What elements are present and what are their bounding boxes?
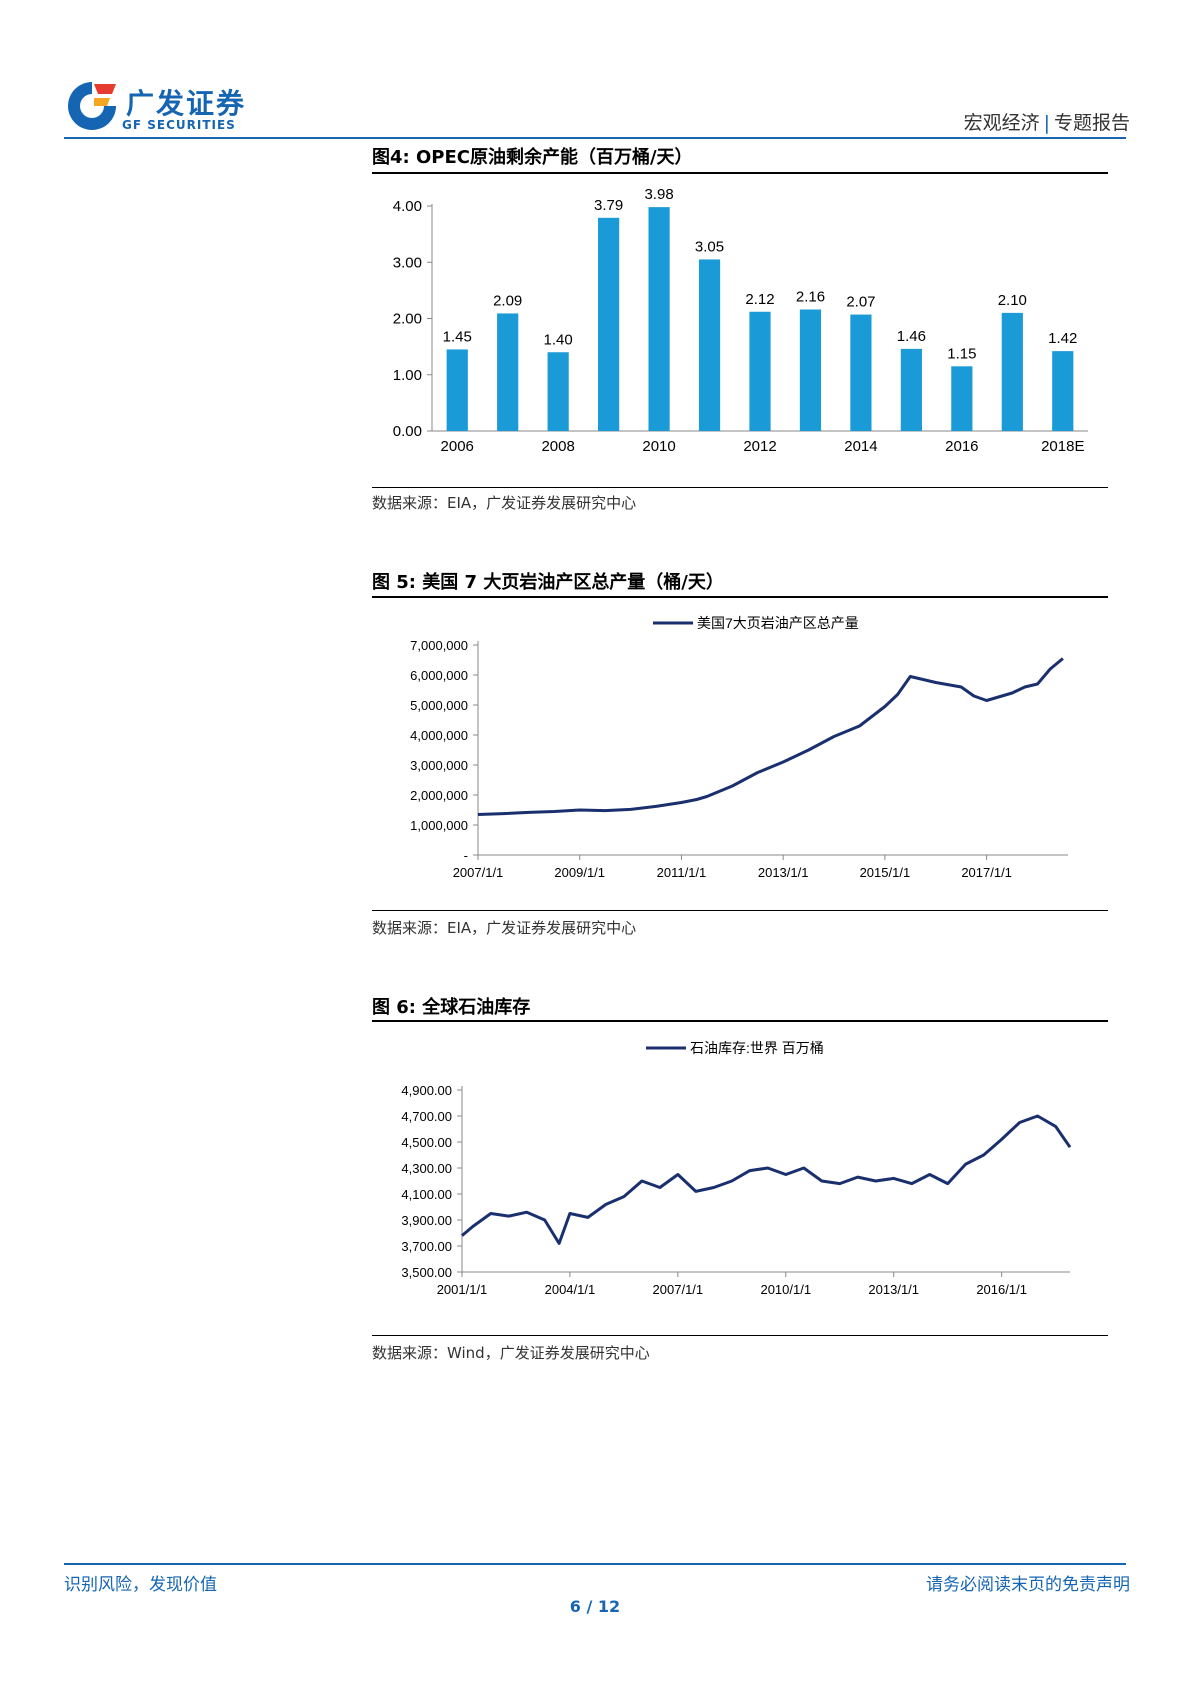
bar-data-label: 2.12 bbox=[745, 291, 774, 308]
legend: 石油库存:世界 百万桶 bbox=[646, 1040, 824, 1056]
bar bbox=[497, 313, 519, 431]
x-tick-label: 2014 bbox=[844, 438, 877, 455]
y-tick-label: 2,000,000 bbox=[410, 788, 468, 803]
bar bbox=[900, 348, 922, 431]
company-logo: 广发证券 GF SECURITIES bbox=[64, 78, 274, 138]
legend-label: 美国7大页岩油产区总产量 bbox=[697, 615, 859, 631]
x-tick-label: 2001/1/1 bbox=[437, 1282, 488, 1297]
x-tick-label: 2015/1/1 bbox=[860, 865, 911, 880]
figure-6-title: 图 6: 全球石油库存 bbox=[372, 997, 531, 1018]
bar-data-label: 2.09 bbox=[493, 292, 522, 309]
x-tick-label: 2010/1/1 bbox=[760, 1282, 811, 1297]
y-tick-label: 4.00 bbox=[393, 198, 422, 215]
y-tick-label: 2.00 bbox=[393, 311, 422, 328]
bar-data-label: 1.15 bbox=[947, 345, 976, 362]
bar-data-label: 3.98 bbox=[644, 186, 673, 203]
y-tick-label: 7,000,000 bbox=[410, 638, 468, 653]
x-tick-label: 2012 bbox=[743, 438, 776, 455]
page-number: 6 / 12 bbox=[569, 1597, 621, 1616]
bar bbox=[547, 352, 569, 431]
oil-inventory-line-chart: 3,500.00 3,700.00 3,900.00 4,100.00 4,300.00… bbox=[401, 1040, 1072, 1297]
x-tick-label: 2007/1/1 bbox=[453, 865, 504, 880]
y-tick-label: 5,000,000 bbox=[410, 698, 468, 713]
bar-data-label: 1.46 bbox=[897, 328, 926, 345]
figure-4-bottom-rule bbox=[372, 487, 1108, 488]
bar bbox=[698, 259, 721, 431]
bar-data-label: 1.40 bbox=[544, 331, 573, 348]
y-tick-label: 1.00 bbox=[393, 367, 422, 384]
y-tick-label: 4,000,000 bbox=[410, 728, 468, 743]
y-tick-label: 4,300.00 bbox=[401, 1161, 452, 1176]
bar-data-label: 3.79 bbox=[594, 197, 623, 214]
bar-data-label: 2.10 bbox=[998, 292, 1027, 309]
bar-data-label: 2.16 bbox=[796, 289, 825, 306]
figure-5-top-rule bbox=[372, 596, 1108, 598]
x-tick-label: 2016 bbox=[945, 438, 978, 455]
bar-data-label: 3.05 bbox=[695, 238, 724, 255]
bar bbox=[446, 349, 468, 431]
x-tick-label: 2004/1/1 bbox=[545, 1282, 596, 1297]
figure-5-bottom-rule bbox=[372, 910, 1108, 911]
x-tick-label: 2009/1/1 bbox=[554, 865, 605, 880]
opec-capacity-bar-chart: 0.00 1.00 2.00 3.00 4.00 1.45 2006 2.09 1.40 2008… bbox=[393, 186, 1088, 455]
x-tick-label: 2017/1/1 bbox=[961, 865, 1012, 880]
legend-label: 石油库存:世界 百万桶 bbox=[690, 1040, 824, 1056]
y-tick-label: 3.00 bbox=[393, 254, 422, 271]
footer-disclaimer-link[interactable]: 请务必阅读末页的免责声明 bbox=[926, 1575, 1130, 1595]
y-tick-label: 3,700.00 bbox=[401, 1239, 452, 1254]
figure-4-source: 数据来源：EIA，广发证券发展研究中心 bbox=[372, 494, 637, 512]
logo-chinese-name: 广发证券 bbox=[126, 87, 247, 120]
bar bbox=[648, 207, 670, 431]
shale-production-line-chart: - 1,000,000 2,000,000 3,000,000 4,000,000 5,0… bbox=[410, 615, 1068, 880]
series-line bbox=[477, 657, 1064, 816]
x-tick-label: 2011/1/1 bbox=[657, 865, 707, 880]
x-tick-label: 2008 bbox=[541, 438, 574, 455]
footer-slogan: 识别风险，发现价值 bbox=[64, 1575, 217, 1595]
gf-logo-icon bbox=[68, 82, 116, 130]
x-tick-label: 2018E bbox=[1041, 438, 1084, 455]
bar bbox=[1052, 351, 1074, 431]
x-tick-label: 2006 bbox=[441, 438, 474, 455]
report-category: 宏观经济 | 专题报告 bbox=[963, 112, 1130, 134]
y-tick-label: 1,000,000 bbox=[410, 818, 468, 833]
y-tick-label: 4,700.00 bbox=[401, 1109, 452, 1124]
bar-data-label: 2.07 bbox=[846, 294, 875, 311]
x-tick-label: 2013/1/1 bbox=[758, 865, 809, 880]
bar-data-label: 1.42 bbox=[1048, 330, 1077, 347]
bar bbox=[799, 309, 822, 431]
figure-5-title: 图 5: 美国 7 大页岩油产区总产量（桶/天） bbox=[372, 572, 724, 593]
x-tick-label: 2007/1/1 bbox=[653, 1282, 704, 1297]
x-tick-label: 2016/1/1 bbox=[976, 1282, 1027, 1297]
bar bbox=[749, 311, 771, 431]
bar-data-label: 1.45 bbox=[443, 328, 472, 345]
y-tick-label: 4,900.00 bbox=[401, 1083, 452, 1098]
footer-divider bbox=[64, 1563, 1126, 1565]
bar bbox=[850, 314, 872, 431]
figure-5-source: 数据来源：EIA，广发证券发展研究中心 bbox=[372, 919, 637, 937]
figure-4-title: 图4: OPEC原油剩余产能（百万桶/天） bbox=[372, 147, 693, 168]
y-tick-label: 6,000,000 bbox=[410, 668, 468, 683]
figure-6-top-rule bbox=[372, 1020, 1108, 1022]
bar bbox=[598, 217, 620, 431]
figure-4-top-rule bbox=[372, 172, 1108, 174]
y-tick-label: 3,900.00 bbox=[401, 1213, 452, 1228]
x-tick-label: 2013/1/1 bbox=[868, 1282, 919, 1297]
y-tick-label: 4,100.00 bbox=[401, 1187, 452, 1202]
legend: 美国7大页岩油产区总产量 bbox=[653, 615, 859, 631]
y-tick-label: - bbox=[464, 848, 468, 863]
bar bbox=[1001, 312, 1023, 431]
figure-6-bottom-rule bbox=[372, 1335, 1108, 1336]
y-tick-label: 3,000,000 bbox=[410, 758, 468, 773]
x-tick-label: 2010 bbox=[642, 438, 675, 455]
figure-6-source: 数据来源：Wind，广发证券发展研究中心 bbox=[372, 1344, 650, 1362]
bar bbox=[951, 366, 973, 431]
y-tick-label: 4,500.00 bbox=[401, 1135, 452, 1150]
y-tick-label: 0.00 bbox=[393, 423, 422, 440]
logo-english-name: GF SECURITIES bbox=[122, 118, 236, 132]
y-tick-label: 3,500.00 bbox=[401, 1265, 452, 1280]
header-divider bbox=[64, 137, 1126, 139]
section-label: 宏观经济 bbox=[963, 112, 1040, 134]
report-type-label: 专题报告 bbox=[1053, 112, 1130, 134]
series-line bbox=[461, 1114, 1072, 1245]
